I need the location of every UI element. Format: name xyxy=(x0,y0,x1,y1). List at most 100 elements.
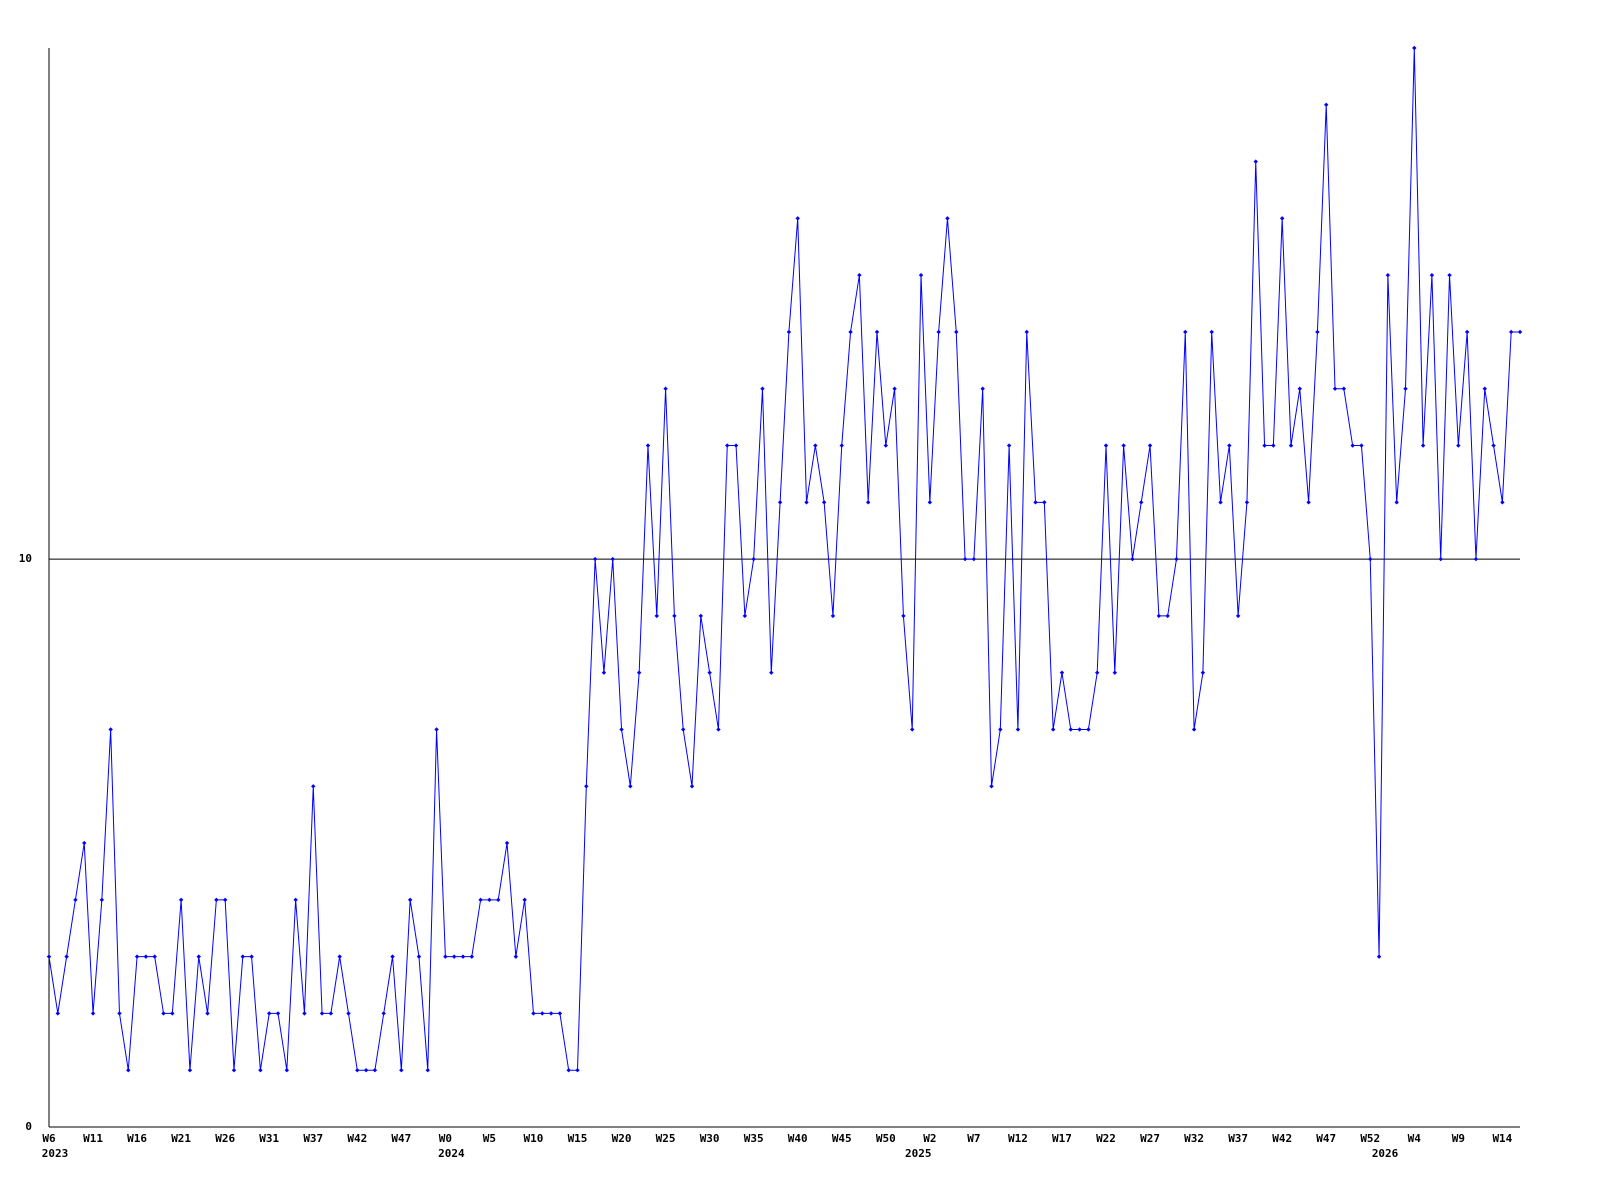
point-marker xyxy=(381,1011,386,1016)
point-marker xyxy=(725,443,730,448)
point-marker xyxy=(698,613,704,619)
point-marker xyxy=(628,784,633,789)
point-marker xyxy=(1491,443,1496,448)
point-marker xyxy=(584,784,589,789)
x-tick-label: W14 xyxy=(1492,1132,1512,1145)
point-marker xyxy=(504,840,510,846)
point-marker xyxy=(1253,159,1258,164)
x-tick-label: W22 xyxy=(1096,1132,1116,1145)
point-marker xyxy=(1200,670,1206,675)
point-marker xyxy=(1341,386,1347,391)
series-line xyxy=(48,47,1520,1071)
point-marker xyxy=(451,954,457,959)
x-tick-label: W30 xyxy=(700,1132,720,1145)
x-tick-label: W10 xyxy=(524,1132,544,1145)
point-marker xyxy=(804,500,809,505)
x-tick-label: W42 xyxy=(1272,1132,1292,1145)
point-marker xyxy=(1042,500,1047,505)
point-marker xyxy=(1262,443,1267,448)
x-tick-label: W12 xyxy=(1008,1132,1028,1145)
point-marker xyxy=(1394,500,1399,505)
x-tick-label: W26 xyxy=(215,1132,235,1145)
point-marker xyxy=(936,329,941,335)
point-marker xyxy=(416,954,422,959)
point-marker xyxy=(962,556,968,562)
point-marker xyxy=(1350,443,1355,448)
point-marker xyxy=(302,1011,307,1016)
point-marker xyxy=(1403,386,1408,391)
x-tick-label: W50 xyxy=(876,1132,896,1145)
point-marker xyxy=(46,954,52,959)
point-marker xyxy=(1130,556,1135,562)
point-marker xyxy=(1059,670,1065,675)
point-marker xyxy=(751,556,756,562)
point-marker xyxy=(1174,556,1179,562)
point-marker xyxy=(196,954,201,959)
point-marker xyxy=(1147,443,1153,448)
point-marker xyxy=(170,1011,175,1016)
point-marker xyxy=(1006,443,1012,448)
x-tick-label: W4 xyxy=(1408,1132,1422,1145)
y-tick-label: 10 xyxy=(19,552,32,565)
point-marker xyxy=(540,1011,545,1016)
point-marker xyxy=(1297,386,1302,391)
point-marker xyxy=(1385,272,1391,278)
point-marker xyxy=(258,1068,263,1073)
point-marker xyxy=(918,272,924,278)
point-marker xyxy=(681,727,686,732)
point-marker xyxy=(161,1011,166,1016)
point-marker xyxy=(117,1011,122,1016)
point-marker xyxy=(716,727,721,732)
x-year-label: 2023 xyxy=(42,1147,69,1160)
x-year-label: 2024 xyxy=(438,1147,465,1160)
point-marker xyxy=(1050,727,1056,732)
point-marker xyxy=(989,784,994,789)
point-marker xyxy=(1359,443,1364,448)
point-marker xyxy=(425,1068,430,1073)
point-marker xyxy=(55,1011,61,1016)
point-marker xyxy=(733,443,739,448)
point-marker xyxy=(566,1068,571,1073)
point-marker xyxy=(1288,443,1294,448)
point-marker xyxy=(1156,613,1162,619)
x-tick-label: W37 xyxy=(1228,1132,1248,1145)
x-tick-label: W2 xyxy=(923,1132,936,1145)
point-marker xyxy=(742,613,748,619)
point-marker xyxy=(293,897,298,903)
point-marker xyxy=(531,1011,536,1016)
point-marker xyxy=(645,443,651,448)
x-tick-label: W0 xyxy=(439,1132,452,1145)
point-marker xyxy=(1447,272,1452,278)
point-marker xyxy=(284,1068,290,1073)
point-marker xyxy=(311,784,316,789)
point-marker xyxy=(240,954,245,959)
point-marker xyxy=(1332,386,1338,391)
point-marker xyxy=(249,954,254,959)
x-tick-label: W7 xyxy=(967,1132,980,1145)
point-marker xyxy=(689,784,695,789)
x-tick-label: W45 xyxy=(832,1132,852,1145)
point-marker xyxy=(1015,727,1021,732)
point-marker xyxy=(372,1068,378,1073)
point-marker xyxy=(1068,727,1073,732)
point-marker xyxy=(821,500,827,505)
x-year-label: 2025 xyxy=(905,1147,932,1160)
x-tick-label: W20 xyxy=(612,1132,632,1145)
point-marker xyxy=(1420,443,1426,448)
point-marker xyxy=(1464,329,1470,335)
point-marker xyxy=(619,727,624,732)
point-marker xyxy=(390,954,395,959)
x-tick-label: W21 xyxy=(171,1132,191,1145)
point-marker xyxy=(399,1068,404,1073)
point-marker xyxy=(883,443,888,448)
x-tick-label: W37 xyxy=(303,1132,323,1145)
x-tick-label: W32 xyxy=(1184,1132,1204,1145)
point-marker xyxy=(1508,329,1514,335)
point-marker xyxy=(1306,500,1311,505)
point-marker xyxy=(108,727,113,732)
point-marker xyxy=(557,1011,563,1016)
point-marker xyxy=(980,386,985,391)
x-tick-label: W31 xyxy=(259,1132,279,1145)
point-marker xyxy=(460,954,466,959)
